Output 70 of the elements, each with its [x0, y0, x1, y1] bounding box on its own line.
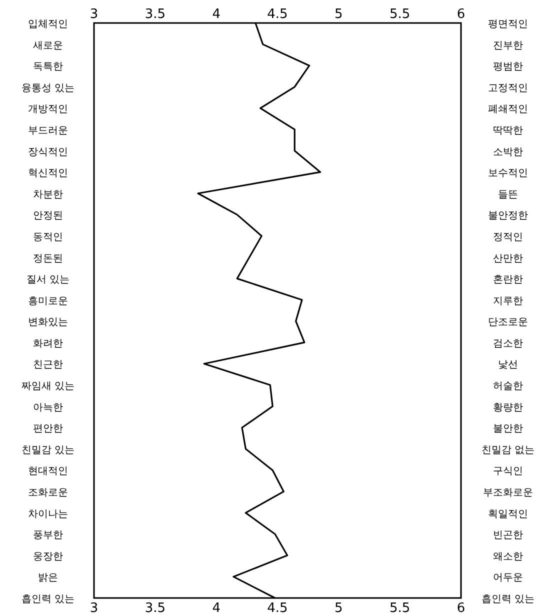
- y-tick-label: 안정된: [33, 210, 63, 222]
- y2-tick-label: 정적인: [493, 232, 523, 243]
- y-tick-label: 차분한: [33, 189, 63, 200]
- y2-tick-label: 진부한: [493, 40, 523, 52]
- x-tick-label: 6: [456, 601, 466, 615]
- y-tick-label: 혁신적인: [28, 168, 68, 180]
- x-tick-label: 4: [212, 601, 220, 615]
- y-tick-label: 현대적인: [28, 466, 68, 478]
- y2-tick-label: 폐쇄적인: [488, 104, 528, 116]
- y2-tick-label: 빈곤한: [493, 530, 523, 542]
- y-tick-label: 흥미로운: [28, 296, 68, 307]
- y2-tick-label: 친밀감 없는: [481, 444, 535, 456]
- y-tick-label: 풍부한: [33, 530, 63, 542]
- y2-tick-label: 불안정한: [488, 210, 528, 222]
- y-tick-label: 화려한: [33, 338, 63, 350]
- x-tick-label: 5: [334, 601, 343, 615]
- y-tick-label: 융통성 있는: [21, 82, 75, 94]
- y2-tick-label: 평면적인: [488, 19, 528, 30]
- y2-tick-label: 검소한: [493, 338, 523, 350]
- y-tick-label: 입체적인: [28, 19, 68, 30]
- y-tick-label: 장식적인: [28, 146, 68, 158]
- y2-tick-label: 혼란한: [493, 274, 523, 286]
- y2-tick-label: 구식인: [493, 466, 523, 478]
- y2-tick-label: 보수적인: [488, 168, 528, 180]
- x2-tick-label: 6: [456, 7, 466, 22]
- x2-tick-label: 4: [212, 7, 220, 22]
- y2-tick-label: 고정적인: [488, 82, 528, 94]
- y2-tick-label: 허술한: [493, 381, 523, 392]
- y-tick-label: 변화있는: [28, 317, 68, 328]
- x2-tick-label: 5.5: [389, 7, 410, 22]
- y-tick-label: 친근한: [33, 360, 63, 371]
- y-tick-label: 짜임새 있는: [21, 381, 75, 392]
- y-tick-label: 개방적인: [28, 104, 68, 116]
- x-tick-label: 4.5: [267, 601, 288, 615]
- x2-tick-label: 5: [334, 7, 343, 22]
- y2-tick-label: 흡인력 있는: [481, 594, 535, 605]
- y-tick-label: 차이나는: [28, 508, 68, 520]
- x2-tick-label: 3.5: [144, 7, 166, 22]
- y2-tick-label: 지루한: [493, 296, 523, 307]
- x-tick-label: 3: [90, 601, 98, 615]
- y-tick-label: 밝은: [38, 572, 58, 584]
- x-tick-label: 3.5: [144, 601, 166, 615]
- y2-tick-label: 평범한: [493, 62, 523, 73]
- y-tick-label: 흡인력 있는: [21, 594, 75, 605]
- y2-tick-label: 단조로운: [488, 317, 528, 328]
- y-tick-label: 동적인: [33, 232, 63, 243]
- x2-tick-label: 4.5: [267, 7, 288, 22]
- y-tick-label: 친밀감 있는: [21, 444, 75, 456]
- y2-tick-label: 산만한: [493, 253, 523, 264]
- y-tick-label: 편안한: [33, 424, 63, 435]
- y-tick-label: 질서 있는: [26, 274, 70, 286]
- y-tick-label: 새로운: [33, 40, 63, 52]
- y-tick-label: 웅장한: [33, 551, 63, 562]
- y2-tick-label: 딱딱한: [493, 125, 523, 136]
- y2-tick-label: 획일적인: [488, 508, 528, 520]
- y-tick-label: 독특한: [33, 62, 63, 73]
- y2-tick-label: 어두운: [493, 572, 523, 584]
- y2-tick-label: 불안한: [493, 424, 523, 435]
- y2-tick-label: 들뜬: [498, 189, 518, 200]
- y-tick-label: 조화로운: [28, 488, 68, 499]
- y2-tick-label: 부조화로운: [483, 488, 533, 499]
- y2-tick-label: 왜소한: [493, 551, 523, 562]
- y2-tick-label: 황량한: [493, 402, 523, 414]
- x-tick-label: 5.5: [389, 601, 410, 615]
- y-tick-label: 아늑한: [33, 402, 63, 414]
- y2-tick-label: 낯선: [498, 360, 518, 371]
- y-tick-label: 정돈된: [33, 253, 63, 264]
- y2-tick-label: 소박한: [493, 146, 523, 158]
- x2-tick-label: 3: [90, 7, 98, 22]
- y-tick-label: 부드러운: [28, 125, 68, 136]
